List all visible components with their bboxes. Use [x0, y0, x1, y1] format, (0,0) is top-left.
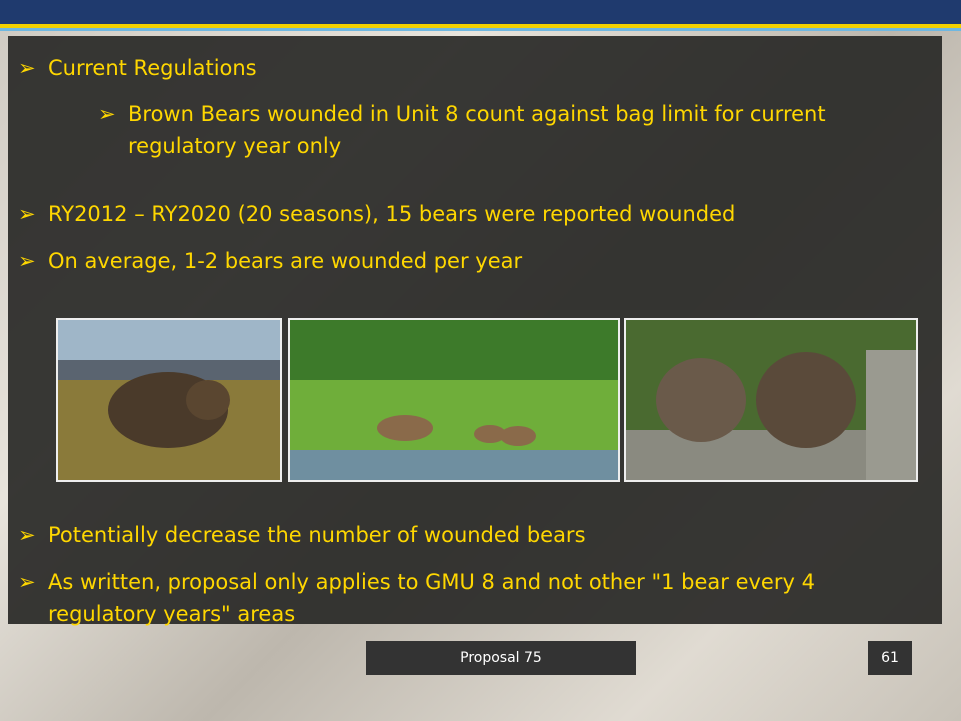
- bullet-text: Brown Bears wounded in Unit 8 count agai…: [128, 102, 826, 158]
- bullet-marker: ➢: [18, 202, 36, 226]
- bullet: ➢ Current Regulations: [18, 52, 915, 84]
- bullet: ➢ Potentially decrease the number of woun…: [18, 519, 915, 551]
- bullet: ➢ As written, proposal only applies to GM…: [18, 566, 915, 630]
- stripe: [0, 24, 961, 28]
- bullet-text: Current Regulations: [48, 56, 257, 80]
- bullet-marker: ➢: [18, 249, 36, 273]
- bullet-text: Potentially decrease the number of wound…: [48, 523, 586, 547]
- bullet-marker: ➢: [18, 523, 36, 547]
- bullet-text: RY2012 – RY2020 (20 seasons), 15 bears w…: [48, 202, 736, 226]
- bullet: ➢ On average, 1-2 bears are wounded per y…: [18, 245, 915, 277]
- bear-photo: [56, 318, 282, 482]
- footer: Proposal 75: [366, 641, 636, 675]
- bear-photo: [288, 318, 620, 482]
- bullet: ➢ Brown Bears wounded in Unit 8 count aga…: [98, 98, 915, 162]
- bullet-marker: ➢: [18, 56, 36, 80]
- bullet: ➢ RY2012 – RY2020 (20 seasons), 15 bears …: [18, 198, 915, 230]
- bullet-text: On average, 1-2 bears are wounded per ye…: [48, 249, 523, 273]
- page-number: 61: [868, 641, 912, 675]
- stripe: [0, 28, 961, 31]
- bullet-text: As written, proposal only applies to GMU…: [48, 570, 815, 626]
- top-bar: [0, 0, 961, 24]
- bear-photo: [624, 318, 918, 482]
- bullet-marker: ➢: [18, 570, 36, 594]
- bullet-marker: ➢: [98, 102, 116, 126]
